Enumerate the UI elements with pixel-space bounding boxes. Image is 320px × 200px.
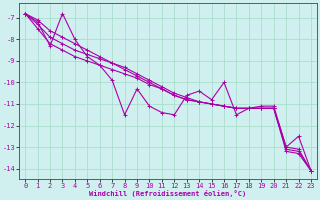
X-axis label: Windchill (Refroidissement éolien,°C): Windchill (Refroidissement éolien,°C) (90, 190, 247, 197)
